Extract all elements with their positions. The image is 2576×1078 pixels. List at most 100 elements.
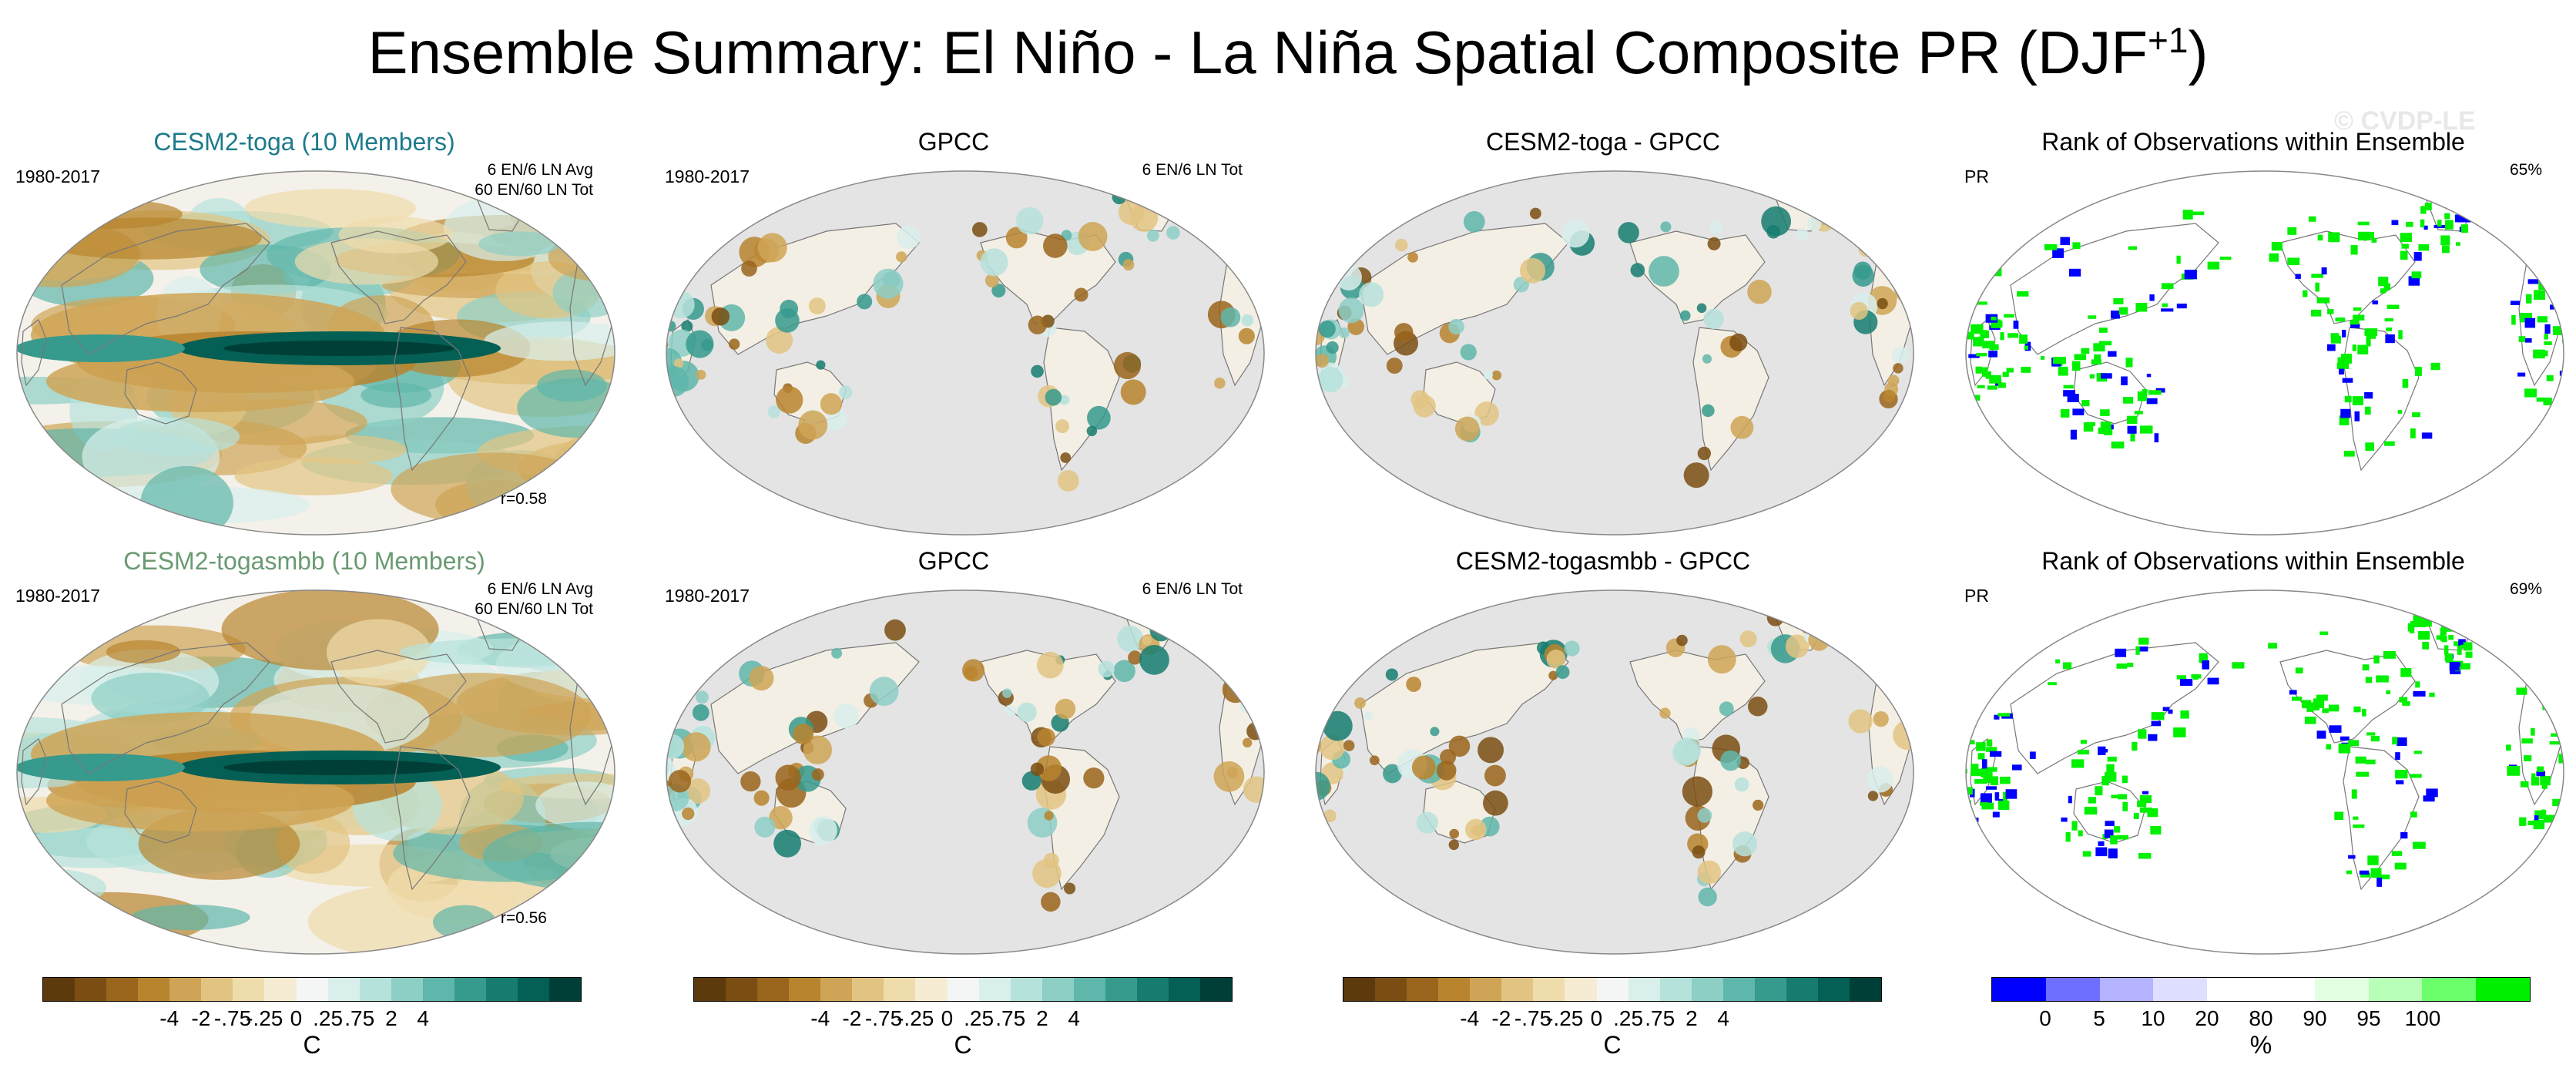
land-anomaly-patch xyxy=(1027,808,1058,838)
panel-title: Rank of Observations within Ensemble xyxy=(2041,547,2465,575)
land-anomaly-patch xyxy=(1734,777,1749,792)
land-anomaly-patch xyxy=(1086,425,1098,437)
rank-cell xyxy=(2315,282,2319,292)
land-anomaly-patch xyxy=(1806,179,1824,197)
land-anomaly-patch xyxy=(1564,640,1580,657)
land-anomaly-patch xyxy=(1448,735,1471,757)
precip-anomaly-patch xyxy=(17,213,88,246)
rank-cell xyxy=(1981,759,1987,769)
rank-cell xyxy=(2463,642,2473,651)
rank-cell xyxy=(2306,703,2314,712)
rank-cell xyxy=(2437,611,2443,616)
land-anomaly-patch xyxy=(1697,860,1722,885)
rank-cell xyxy=(2060,237,2070,246)
rank-cell xyxy=(2149,294,2155,301)
colorbar-strip xyxy=(42,977,582,1002)
rank-cell xyxy=(1980,793,1992,804)
land-anomaly-patch xyxy=(793,724,814,745)
rank-cell xyxy=(2553,326,2563,335)
rank-cell xyxy=(2352,344,2356,351)
land-anomaly-patch xyxy=(1867,766,1893,793)
rank-cell xyxy=(2067,394,2079,402)
rank-cell xyxy=(2340,736,2350,741)
land-anomaly-patch xyxy=(873,268,904,299)
rank-cell xyxy=(2343,451,2355,457)
rank-cell xyxy=(2384,318,2394,322)
rank-cell xyxy=(2106,764,2115,772)
land-anomaly-patch xyxy=(1064,882,1076,895)
land-anomaly-patch xyxy=(1719,701,1734,717)
rank-cell xyxy=(1989,751,2002,757)
rank-cell xyxy=(2071,821,2078,831)
rank-cell xyxy=(2541,781,2547,789)
rank-cell xyxy=(2135,302,2148,312)
rank-cell xyxy=(2133,812,2139,819)
rank-cell xyxy=(1998,801,2010,811)
colorbar-swatch xyxy=(1343,978,1376,1001)
rank-cell xyxy=(2162,707,2170,711)
rank-cell xyxy=(2376,877,2383,887)
rank-cell xyxy=(2058,366,2068,376)
rank-cell xyxy=(2316,730,2326,739)
rank-cell xyxy=(2350,323,2360,328)
colorbar-tick-label: 4 xyxy=(417,1006,429,1030)
rank-cell xyxy=(2539,690,2547,696)
rank-cell xyxy=(2424,202,2432,210)
colorbar-swatch xyxy=(1817,978,1850,1001)
rank-cell xyxy=(2268,643,2277,649)
land-anomaly-patch xyxy=(1676,634,1688,646)
rank-cell xyxy=(2536,771,2546,777)
land-anomaly-patch xyxy=(1041,892,1061,912)
panel-title: GPCC xyxy=(917,128,990,156)
colorbar-obs: -4 -2 -.75 -.25 0 .25.75 2 4 C xyxy=(693,977,1233,1060)
rank-cell xyxy=(2316,694,2328,701)
rank-cell xyxy=(2357,221,2370,226)
rank-cell xyxy=(1971,768,1983,777)
rank-cell xyxy=(2391,851,2403,856)
colorbar-tick-label: .75 xyxy=(1645,1006,1675,1030)
colorbar-tick-label: 0 xyxy=(2039,1006,2051,1030)
panel-obs-row2: GPCC 1980-2017 6 EN/6 LN Tot xyxy=(649,533,1265,955)
rank-cell xyxy=(2537,316,2548,323)
rank-cell xyxy=(2524,388,2537,398)
variable-label: PR xyxy=(1964,166,1989,186)
continent-outline xyxy=(124,361,197,425)
continent-outline xyxy=(124,781,197,844)
colorbar-swatch xyxy=(726,978,758,1001)
rank-cell xyxy=(2454,626,2467,633)
rank-cell xyxy=(2123,397,2134,404)
land-anomaly-patch xyxy=(681,320,693,333)
land-anomaly-patch xyxy=(1386,358,1403,374)
land-anomaly-patch xyxy=(1354,697,1366,709)
land-anomaly-patch xyxy=(1850,301,1868,320)
rank-cell xyxy=(2367,855,2379,865)
land-anomaly-patch xyxy=(816,360,826,370)
land-anomaly-patch xyxy=(1252,265,1263,277)
rank-cell xyxy=(1985,778,1994,784)
rank-cell xyxy=(2563,743,2564,748)
land-anomaly-patch xyxy=(1317,367,1343,392)
rank-cell xyxy=(2138,729,2147,739)
rank-cell xyxy=(2161,283,2174,290)
land-anomaly-patch xyxy=(1407,251,1418,263)
rank-cell xyxy=(2122,775,2128,784)
rank-cell xyxy=(2176,255,2181,264)
rank-cell xyxy=(2400,233,2412,243)
land-anomaly-patch xyxy=(1118,199,1145,226)
rank-cell xyxy=(2541,266,2553,276)
rank-cell xyxy=(2366,335,2376,339)
colorbar-tick-label: 10 xyxy=(2141,1006,2165,1030)
colorbar-swatch xyxy=(1041,978,1074,1001)
land-anomaly-patch xyxy=(1032,858,1062,888)
rank-cell xyxy=(2287,227,2297,235)
land-anomaly-patch xyxy=(1316,354,1330,368)
rank-cell xyxy=(1974,395,1981,401)
rank-cell xyxy=(2328,232,2340,243)
land-anomaly-patch xyxy=(1055,419,1070,434)
map-diff-row2 xyxy=(1315,589,1914,955)
land-anomaly-patch xyxy=(1220,307,1241,327)
rank-cell xyxy=(2128,246,2138,250)
rank-cell xyxy=(2413,751,2422,754)
colorbar-swatch xyxy=(1691,978,1723,1001)
equatorial-wet-core xyxy=(223,341,454,356)
